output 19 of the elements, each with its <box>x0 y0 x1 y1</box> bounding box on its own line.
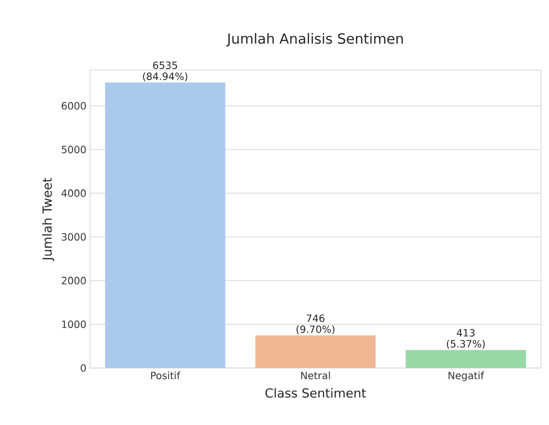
chart-title: Jumlah Analisis Sentimen <box>226 33 403 46</box>
y-tick-label: 0 <box>80 364 86 372</box>
y-tick-label: 6000 <box>62 102 86 110</box>
y-tick-label: 2000 <box>62 276 86 284</box>
data-label: 6535 (84.94%) <box>143 61 188 82</box>
x-axis-title: Class Sentiment <box>265 388 366 398</box>
y-axis-title: Jumlah Tweet <box>42 178 54 262</box>
x-tick-label: Positif <box>151 372 180 380</box>
bar <box>105 82 226 368</box>
x-tick-label: Netral <box>301 372 330 380</box>
y-tick-label: 4000 <box>62 189 86 197</box>
x-tick-label: Negatif <box>448 372 484 382</box>
y-tick-label: 1000 <box>62 320 86 328</box>
data-label: 746 (9.70%) <box>296 314 334 334</box>
bar <box>406 350 526 368</box>
y-tick-label: 3000 <box>62 233 86 241</box>
data-label: 413 (5.37%) <box>446 328 485 349</box>
bar <box>255 335 376 368</box>
y-tick-label: 5000 <box>62 146 86 154</box>
